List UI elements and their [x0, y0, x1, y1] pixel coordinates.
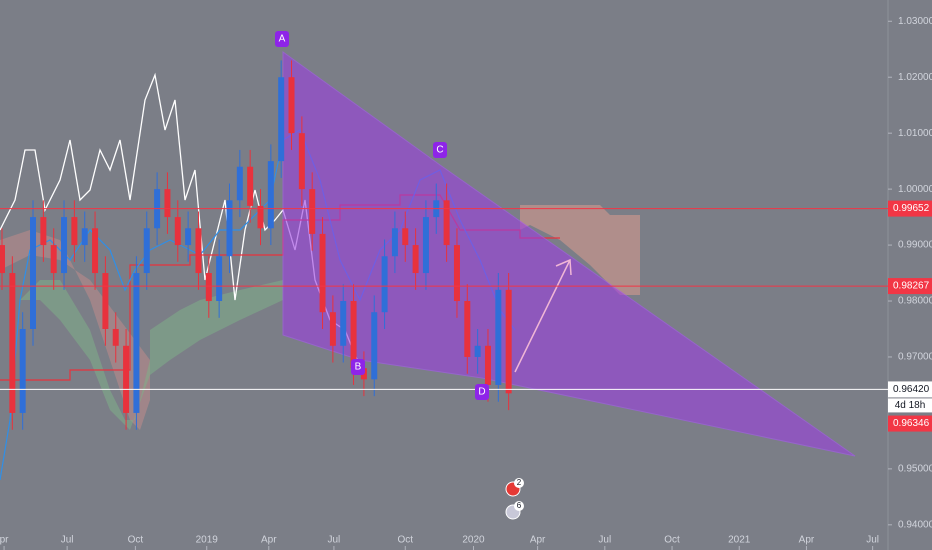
x-tick-label: Apr: [261, 535, 277, 546]
projection-arrow: [514, 259, 571, 373]
pattern-point-box: [275, 31, 289, 47]
candle-body: [340, 301, 347, 346]
candle-body: [123, 345, 130, 413]
arrow-head: [555, 258, 572, 276]
pattern-point-label: D: [478, 387, 485, 398]
pattern-point-box: [475, 384, 489, 400]
candle-body: [40, 217, 47, 246]
candle-body: [226, 200, 233, 257]
candle-body: [236, 166, 243, 201]
y-tick-label: 0.97000: [898, 352, 932, 363]
x-tick-label: Oct: [128, 535, 144, 546]
x-tick-label: 2020: [462, 535, 485, 546]
candle-body: [19, 328, 26, 413]
x-tick-label: Apr: [799, 535, 815, 546]
candle-body: [71, 217, 78, 246]
x-tick-label: 2021: [728, 535, 751, 546]
event-count: 2: [517, 478, 522, 487]
candle-body: [484, 345, 491, 385]
candle-body: [50, 245, 57, 274]
price-label-box: [888, 278, 932, 295]
price-label: 0.99652: [893, 203, 930, 214]
x-tick-label: Jul: [328, 535, 341, 546]
x-tick-label: Jul: [61, 535, 74, 546]
candle-body: [495, 289, 502, 385]
candle-body: [505, 289, 512, 394]
pattern-point-box: [351, 359, 365, 375]
y-tick-label: 0.94000: [898, 519, 932, 530]
candle-body: [112, 328, 119, 346]
candle-body: [185, 228, 192, 246]
candle-body: [443, 200, 450, 246]
candle-body: [9, 273, 16, 413]
pattern-point-label: B: [355, 362, 362, 373]
price-label: 0.98267: [893, 281, 930, 292]
candle-body: [402, 228, 409, 246]
pattern-point-box: [433, 142, 447, 158]
price-label: 0.96346: [893, 418, 930, 429]
y-tick-label: 0.95000: [898, 464, 932, 475]
abcd-pattern: [282, 51, 856, 457]
candle-body: [81, 228, 88, 246]
price-label-box: [888, 200, 932, 217]
event-count: 6: [517, 501, 522, 510]
y-tick-label: 1.03000: [898, 16, 932, 27]
x-tick-label: Jul: [598, 535, 611, 546]
candle-body: [174, 217, 181, 246]
candle-body: [288, 77, 295, 134]
candle-body: [371, 312, 378, 380]
event-count-badge: [514, 478, 524, 488]
candle-body: [61, 217, 68, 274]
pattern-point-label: C: [436, 145, 443, 156]
y-tick-label: 1.00000: [898, 184, 932, 195]
candle-body: [298, 133, 305, 190]
y-tick-label: 1.02000: [898, 72, 932, 83]
candle-body: [133, 273, 140, 413]
candle-body: [257, 205, 264, 229]
candle-body: [143, 228, 150, 274]
candle-body: [319, 233, 326, 313]
candle-body: [247, 166, 254, 206]
candle-body: [102, 273, 109, 329]
candle-body: [464, 301, 471, 357]
price-label-box: [888, 381, 932, 398]
x-tick-label: pr: [0, 535, 9, 546]
candle-body: [453, 245, 460, 302]
candle-body: [474, 345, 481, 357]
pattern-point-label: A: [279, 34, 286, 45]
y-tick-label: 0.99000: [898, 240, 932, 251]
countdown: 4d 18h: [895, 400, 926, 411]
candle-body: [412, 245, 419, 274]
candle-body: [278, 77, 285, 162]
candle-body: [329, 312, 336, 346]
candle-body: [381, 256, 388, 313]
candle-body: [267, 161, 274, 229]
candle-body: [309, 189, 316, 234]
event-count-badge: [514, 501, 524, 511]
y-tick-label: 0.98000: [898, 296, 932, 307]
y-tick-label: 1.01000: [898, 128, 932, 139]
candle-body: [216, 256, 223, 302]
x-tick-label: Apr: [530, 535, 546, 546]
price-label-box: [888, 415, 932, 432]
candle-body: [92, 228, 99, 274]
cloud-future: [520, 205, 640, 295]
candle-body: [205, 273, 212, 302]
candle-body: [391, 228, 398, 257]
candle-body: [0, 245, 5, 274]
countdown-box: [888, 398, 932, 413]
x-tick-label: Oct: [664, 535, 680, 546]
candle-body: [195, 228, 202, 274]
candle-body: [350, 301, 357, 369]
candle-body: [30, 217, 37, 329]
candle-body: [422, 217, 429, 274]
price-label: 0.96420: [893, 384, 930, 395]
x-tick-label: 2019: [196, 535, 219, 546]
candle-body: [164, 189, 171, 218]
x-tick-label: Jul: [866, 535, 879, 546]
x-tick-label: Oct: [397, 535, 413, 546]
cloud-green: [20, 280, 283, 430]
